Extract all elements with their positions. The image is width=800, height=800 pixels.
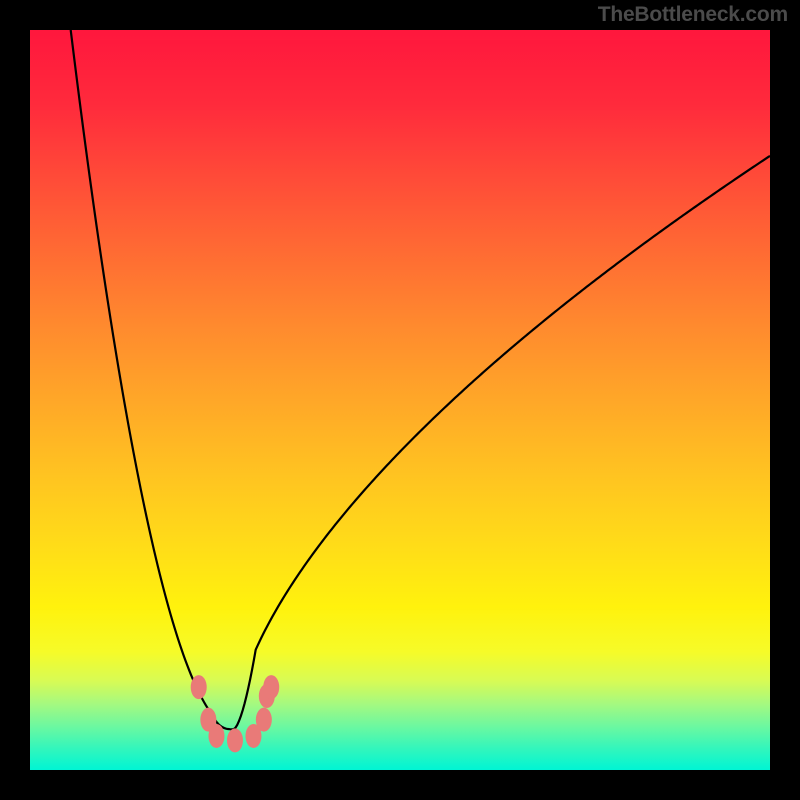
valley-marker: [191, 675, 207, 699]
watermark-text: TheBottleneck.com: [598, 3, 788, 27]
curve-svg: [30, 30, 770, 770]
valley-marker: [208, 724, 224, 748]
chart-root: TheBottleneck.com: [0, 0, 800, 800]
valley-marker: [227, 728, 243, 752]
plot-area: [30, 30, 770, 770]
bottleneck-curve: [71, 30, 770, 729]
valley-marker: [263, 675, 279, 699]
valley-marker: [256, 708, 272, 732]
